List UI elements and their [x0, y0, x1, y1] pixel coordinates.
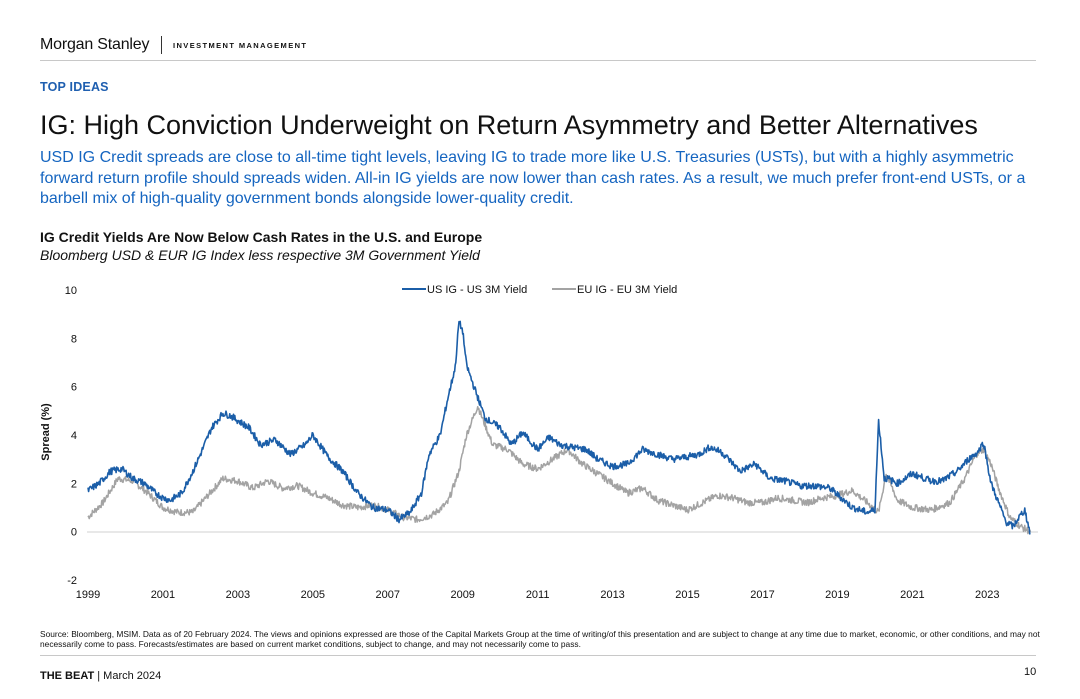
- y-tick-label: 0: [71, 527, 77, 539]
- chart-title: IG Credit Yields Are Now Below Cash Rate…: [40, 229, 483, 245]
- division-label: INVESTMENT MANAGEMENT: [173, 41, 308, 50]
- source-note: Source: Bloomberg, MSIM. Data as of 20 F…: [40, 629, 1040, 649]
- legend-label-eu: EU IG - EU 3M Yield: [577, 284, 677, 296]
- publication-name: THE BEAT: [40, 670, 95, 682]
- y-axis-label: Spread (%): [40, 403, 52, 461]
- x-tick-label: 2021: [900, 589, 924, 601]
- x-tick-label: 2003: [226, 589, 250, 601]
- page-title: IG: High Conviction Underweight on Retur…: [40, 110, 978, 140]
- y-tick-label: -2: [67, 575, 77, 587]
- x-tick-label: 2001: [151, 589, 175, 601]
- footer-rule: [40, 655, 1036, 656]
- page-number: 10: [1024, 666, 1037, 678]
- y-tick-label: 10: [65, 285, 77, 297]
- x-tick-label: 2005: [301, 589, 325, 601]
- subheadline: USD IG Credit spreads are close to all-t…: [40, 149, 1026, 207]
- x-tick-label: 2009: [450, 589, 474, 601]
- x-tick-label: 2007: [376, 589, 400, 601]
- series-line-us-ig: [87, 320, 1031, 535]
- brand-logo: Morgan Stanley: [40, 36, 150, 53]
- line-chart: -2 0 2 4 6 8 10 1999 2001 2003 2005 2007 2009 2011 20…: [40, 284, 1038, 601]
- y-tick-label: 6: [71, 382, 77, 394]
- series-line-eu-ig: [87, 405, 1032, 535]
- logo-divider: [161, 36, 162, 54]
- x-tick-label: 2013: [600, 589, 624, 601]
- x-tick-label: 2023: [975, 589, 999, 601]
- header-rule: [40, 60, 1036, 61]
- x-tick-label: 2019: [825, 589, 849, 601]
- footer-date: March 2024: [103, 670, 162, 682]
- x-tick-label: 1999: [76, 589, 100, 601]
- section-label: TOP IDEAS: [40, 80, 109, 94]
- footer: THE BEAT | March 2024: [40, 670, 161, 682]
- x-tick-label: 2015: [675, 589, 699, 601]
- x-tick-label: 2017: [750, 589, 774, 601]
- footer-separator: |: [97, 670, 101, 682]
- y-tick-label: 2: [71, 478, 77, 490]
- chart-subtitle: Bloomberg USD & EUR IG Index less respec…: [40, 247, 480, 263]
- legend-label-us: US IG - US 3M Yield: [427, 284, 527, 296]
- y-tick-label: 8: [71, 333, 77, 345]
- x-tick-label: 2011: [526, 589, 550, 601]
- y-tick-label: 4: [71, 430, 77, 442]
